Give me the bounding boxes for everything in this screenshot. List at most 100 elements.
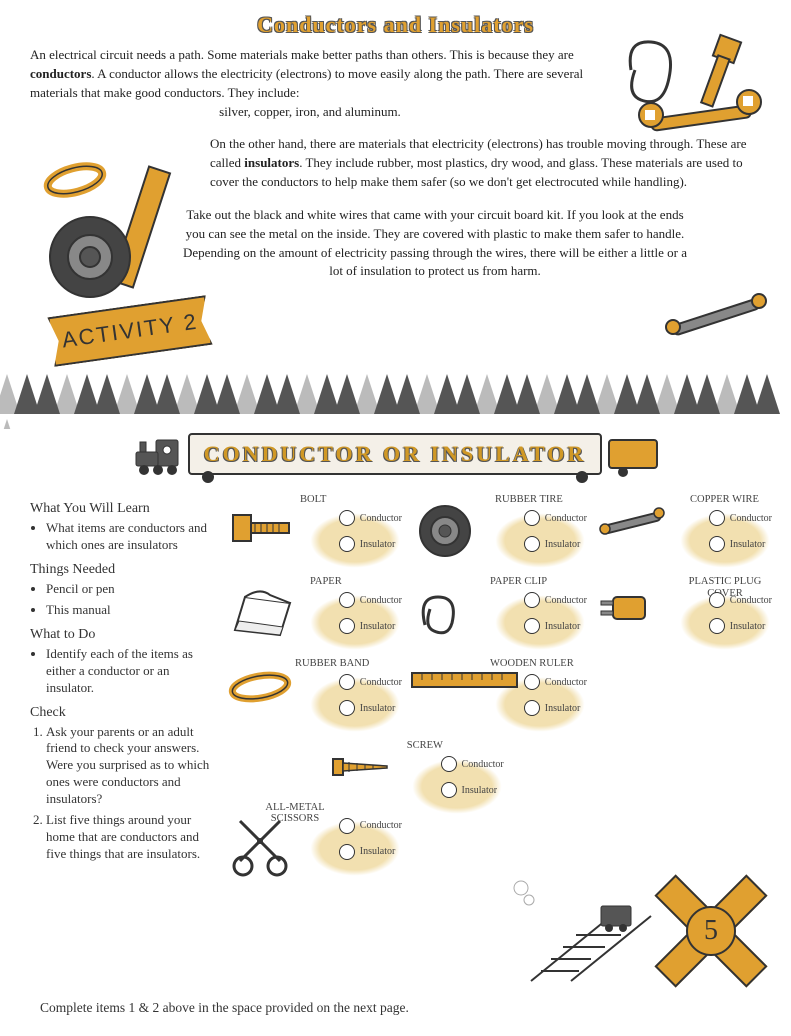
conductor-label: Conductor	[545, 513, 587, 524]
learn-list: What items are conductors and which ones…	[46, 520, 215, 554]
insulator-option[interactable]: Insulator	[709, 536, 772, 552]
radio-circle[interactable]	[524, 510, 540, 526]
radio-circle[interactable]	[339, 674, 355, 690]
radio-circle[interactable]	[709, 592, 725, 608]
bolt-icon	[225, 503, 305, 558]
learn-heading: What You Will Learn	[30, 501, 215, 517]
insulator-option[interactable]: Insulator	[339, 700, 402, 716]
scissors-icon	[225, 811, 305, 866]
conductor-label: Conductor	[360, 677, 402, 688]
insulator-label: Insulator	[730, 621, 766, 632]
items-grid: BOLT Conductor Insulator RUBBER TIRE Con…	[225, 493, 791, 866]
train-title-car: CONDUCTOR OR INSULATOR	[188, 433, 603, 475]
radio-circle[interactable]	[709, 618, 725, 634]
conductor-label: Conductor	[730, 595, 772, 606]
option-group: Conductor Insulator	[709, 592, 772, 634]
insulator-label: Insulator	[360, 703, 396, 714]
radio-circle[interactable]	[339, 536, 355, 552]
option-group: Conductor Insulator	[339, 674, 402, 716]
conductor-option[interactable]: Conductor	[441, 756, 504, 772]
insulator-label: Insulator	[360, 846, 396, 857]
things-item: This manual	[46, 602, 215, 619]
train-title-row: CONDUCTOR OR INSULATOR	[100, 426, 690, 481]
activity-flag: ACTIVITY 2	[47, 295, 212, 367]
insulator-option[interactable]: Insulator	[524, 700, 587, 716]
copper-wire-icon	[595, 503, 675, 558]
intro-p2-bold: insulators	[244, 155, 299, 170]
option-group: Conductor Insulator	[524, 510, 587, 552]
paper-icon	[225, 585, 305, 640]
insulator-label: Insulator	[462, 785, 498, 796]
radio-circle[interactable]	[441, 782, 457, 798]
radio-circle[interactable]	[524, 700, 540, 716]
conductor-label: Conductor	[360, 820, 402, 831]
radio-circle[interactable]	[524, 536, 540, 552]
radio-circle[interactable]	[339, 510, 355, 526]
radio-circle[interactable]	[339, 618, 355, 634]
todo-heading: What to Do	[30, 627, 215, 643]
sidebar: What You Will Learn What items are condu…	[0, 493, 225, 866]
rubber-band-icon	[225, 667, 305, 722]
hardware-illustration-left	[40, 162, 210, 302]
radio-circle[interactable]	[339, 818, 355, 834]
insulator-label: Insulator	[360, 621, 396, 632]
conductor-option[interactable]: Conductor	[339, 674, 402, 690]
conductor-label: Conductor	[360, 513, 402, 524]
intro-p1b: . A conductor allows the electricity (el…	[30, 66, 583, 100]
conductor-option[interactable]: Conductor	[524, 510, 587, 526]
conductor-option[interactable]: Conductor	[339, 592, 402, 608]
plastic-plug-icon	[595, 585, 675, 640]
insulator-label: Insulator	[360, 539, 396, 550]
conductor-label: Conductor	[545, 595, 587, 606]
conductor-label: Conductor	[545, 677, 587, 688]
radio-circle[interactable]	[441, 756, 457, 772]
conductor-option[interactable]: Conductor	[709, 510, 772, 526]
option-group: Conductor Insulator	[709, 510, 772, 552]
radio-circle[interactable]	[709, 536, 725, 552]
option-group: Conductor Insulator	[524, 674, 587, 716]
conductor-label: Conductor	[360, 595, 402, 606]
activity-banner-zone: ACTIVITY 2 CONDUCTOR OR INSULATOR	[0, 321, 791, 481]
radio-circle[interactable]	[339, 700, 355, 716]
intro-para-3: Take out the black and white wires that …	[175, 206, 695, 281]
conductor-option[interactable]: Conductor	[524, 674, 587, 690]
insulator-label: Insulator	[730, 539, 766, 550]
paper-clip-icon	[410, 585, 490, 640]
option-group: Conductor Insulator	[339, 510, 402, 552]
insulator-option[interactable]: Insulator	[524, 618, 587, 634]
check-list: Ask your parents or an adult friend to c…	[46, 724, 215, 863]
lower-section: What You Will Learn What items are condu…	[0, 493, 791, 866]
insulator-option[interactable]: Insulator	[339, 536, 402, 552]
hardware-illustration-top	[621, 30, 771, 150]
conductor-option[interactable]: Conductor	[339, 818, 402, 834]
radio-circle[interactable]	[524, 674, 540, 690]
radio-circle[interactable]	[339, 844, 355, 860]
train-engine-icon	[132, 434, 182, 474]
check-item: List five things around your home that a…	[46, 812, 215, 863]
conductor-option[interactable]: Conductor	[524, 592, 587, 608]
rubber-tire-icon	[410, 503, 490, 558]
conductor-option[interactable]: Conductor	[339, 510, 402, 526]
insulator-option[interactable]: Insulator	[339, 618, 402, 634]
intro-materials-list: silver, copper, iron, and aluminum.	[30, 103, 590, 122]
insulator-option[interactable]: Insulator	[709, 618, 772, 634]
todo-list: Identify each of the items as either a c…	[46, 646, 215, 697]
intro-p1-bold: conductors	[30, 66, 91, 81]
conductor-label: Conductor	[730, 513, 772, 524]
check-item: Ask your parents or an adult friend to c…	[46, 724, 215, 808]
radio-circle[interactable]	[524, 618, 540, 634]
insulator-option[interactable]: Insulator	[441, 782, 504, 798]
learn-item: What items are conductors and which ones…	[46, 520, 215, 554]
train-tracks-illustration	[521, 906, 701, 986]
option-group: Conductor Insulator	[339, 592, 402, 634]
radio-circle[interactable]	[524, 592, 540, 608]
radio-circle[interactable]	[339, 592, 355, 608]
conductor-option[interactable]: Conductor	[709, 592, 772, 608]
things-heading: Things Needed	[30, 562, 215, 578]
radio-circle[interactable]	[709, 510, 725, 526]
insulator-option[interactable]: Insulator	[339, 844, 402, 860]
screw-icon	[327, 749, 407, 804]
things-list: Pencil or pen This manual	[46, 581, 215, 619]
insulator-option[interactable]: Insulator	[524, 536, 587, 552]
insulator-label: Insulator	[545, 703, 581, 714]
